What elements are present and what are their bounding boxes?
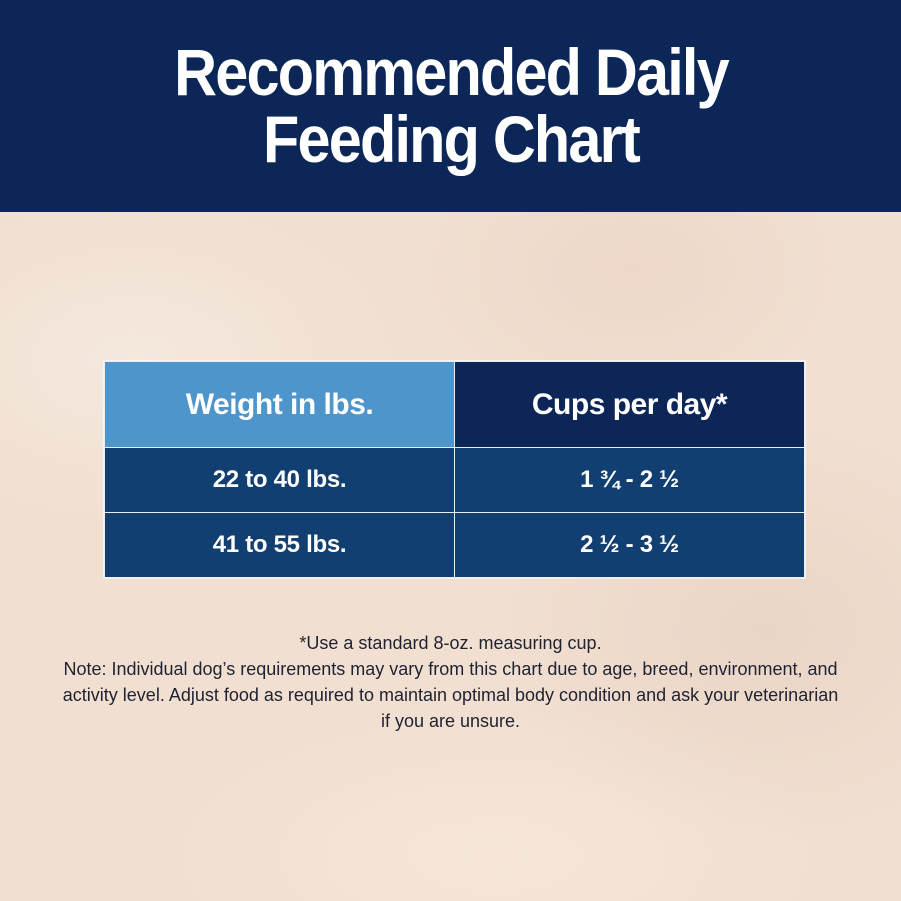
feeding-table: Weight in lbs. Cups per day* 22 to 40 lb… [104, 361, 805, 578]
column-header-cups: Cups per day* [454, 361, 805, 448]
header-banner: Recommended Daily Feeding Chart [0, 0, 901, 212]
measuring-cup-footnote: *Use a standard 8-oz. measuring cup. [299, 633, 602, 653]
weight-cell: 41 to 55 lbs. [104, 512, 455, 578]
table-header-row: Weight in lbs. Cups per day* [104, 361, 805, 448]
table-row: 22 to 40 lbs. 1 ¾ - 2 ½ [104, 447, 805, 513]
page-title: Recommended Daily Feeding Chart [173, 34, 729, 176]
notes-block: *Use a standard 8-oz. measuring cup. Not… [60, 630, 841, 734]
weight-cell: 22 to 40 lbs. [104, 447, 455, 513]
cups-cell: 2 ½ - 3 ½ [454, 512, 805, 578]
feeding-note: Note: Individual dog’s requirements may … [62, 659, 839, 731]
column-header-weight: Weight in lbs. [104, 361, 455, 448]
table-row: 41 to 55 lbs. 2 ½ - 3 ½ [104, 512, 805, 578]
cups-cell: 1 ¾ - 2 ½ [454, 447, 805, 513]
